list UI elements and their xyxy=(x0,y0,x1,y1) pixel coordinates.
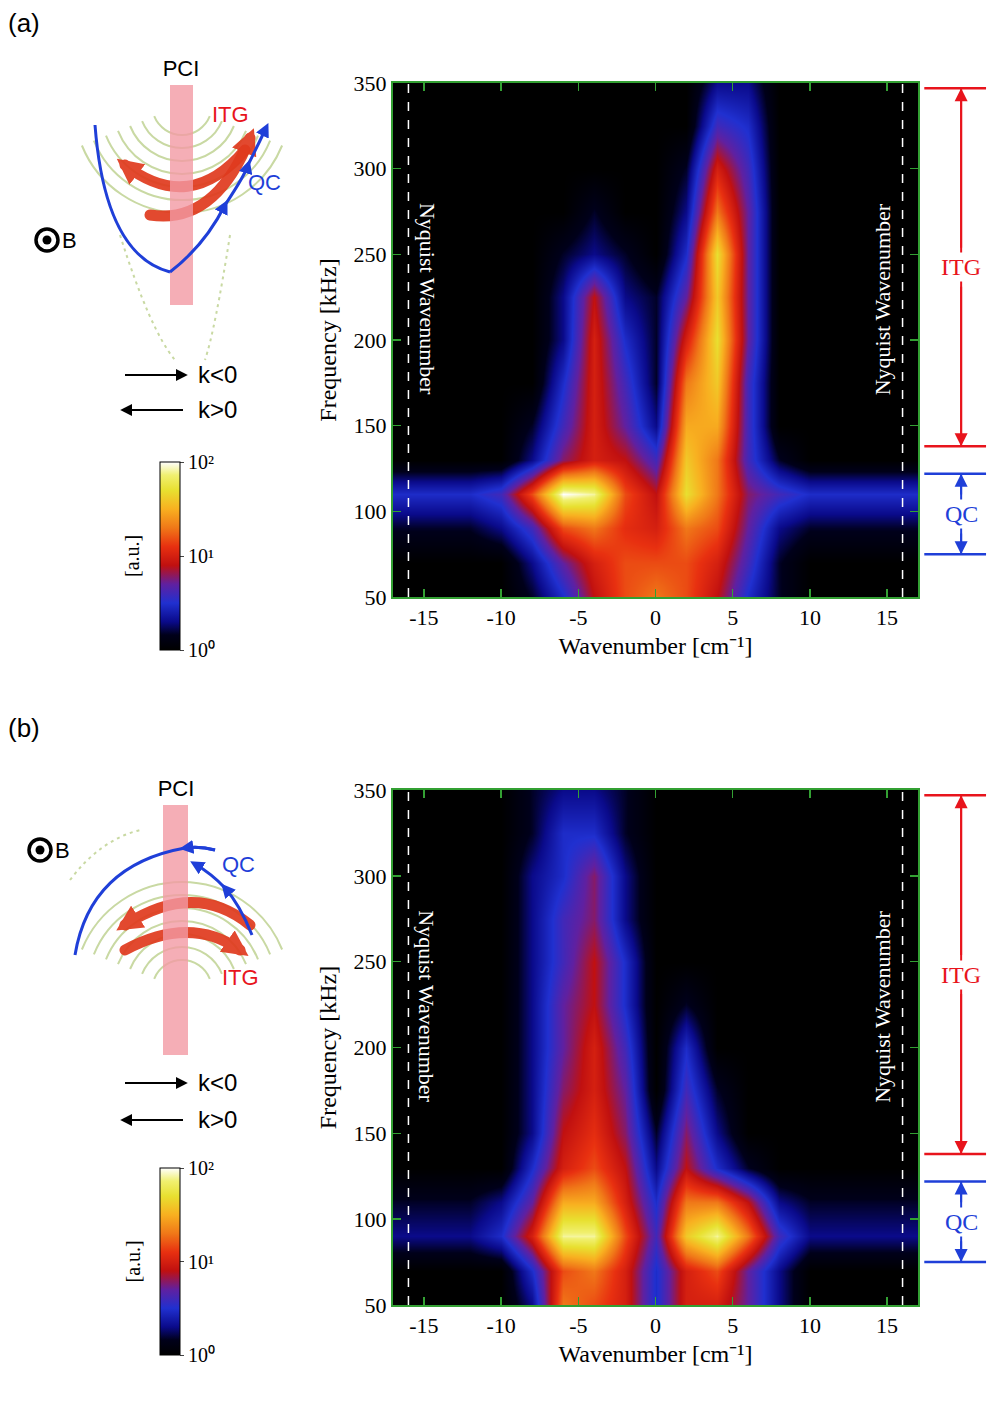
svg-text:300: 300 xyxy=(354,156,387,181)
svg-text:B: B xyxy=(62,228,77,253)
svg-text:250: 250 xyxy=(354,242,387,267)
svg-text:10²: 10² xyxy=(188,451,214,473)
svg-text:-15: -15 xyxy=(409,605,438,630)
svg-text:Frequency [kHz]: Frequency [kHz] xyxy=(315,966,341,1129)
svg-text:15: 15 xyxy=(876,605,898,630)
svg-text:(b): (b) xyxy=(8,713,40,743)
svg-text:PCI: PCI xyxy=(158,776,195,801)
svg-text:10¹: 10¹ xyxy=(188,1251,214,1273)
svg-text:-5: -5 xyxy=(569,1313,587,1338)
svg-text:10²: 10² xyxy=(188,1157,214,1179)
svg-text:QC: QC xyxy=(222,852,255,877)
svg-text:Wavenumber [cm⁻¹]: Wavenumber [cm⁻¹] xyxy=(559,633,753,659)
svg-text:200: 200 xyxy=(354,328,387,353)
svg-text:10¹: 10¹ xyxy=(188,545,214,567)
svg-text:QC: QC xyxy=(945,501,978,527)
svg-text:-5: -5 xyxy=(569,605,587,630)
svg-text:PCI: PCI xyxy=(163,56,200,81)
svg-text:Frequency [kHz]: Frequency [kHz] xyxy=(315,258,341,421)
svg-text:0: 0 xyxy=(650,1313,661,1338)
svg-text:5: 5 xyxy=(727,1313,738,1338)
svg-text:10⁰: 10⁰ xyxy=(188,639,215,661)
svg-text:[a.u.]: [a.u.] xyxy=(121,535,143,577)
svg-text:k<0: k<0 xyxy=(198,1069,237,1096)
svg-text:100: 100 xyxy=(354,1207,387,1232)
svg-text:10: 10 xyxy=(799,605,821,630)
svg-text:ITG: ITG xyxy=(212,102,249,127)
svg-text:10: 10 xyxy=(799,1313,821,1338)
svg-text:ITG: ITG xyxy=(941,254,981,280)
svg-text:5: 5 xyxy=(727,605,738,630)
svg-text:15: 15 xyxy=(876,1313,898,1338)
svg-text:50: 50 xyxy=(365,585,387,610)
svg-text:350: 350 xyxy=(354,778,387,803)
svg-text:-10: -10 xyxy=(486,605,515,630)
svg-text:QC: QC xyxy=(248,170,281,195)
svg-text:ITG: ITG xyxy=(941,962,981,988)
svg-text:250: 250 xyxy=(354,949,387,974)
svg-text:50: 50 xyxy=(365,1293,387,1318)
svg-text:(a): (a) xyxy=(8,8,40,38)
svg-text:k>0: k>0 xyxy=(198,396,237,423)
svg-text:-15: -15 xyxy=(409,1313,438,1338)
svg-text:Nyquist Wavenumber: Nyquist Wavenumber xyxy=(870,203,895,395)
svg-text:Wavenumber [cm⁻¹]: Wavenumber [cm⁻¹] xyxy=(559,1341,753,1367)
svg-text:150: 150 xyxy=(354,413,387,438)
svg-text:B: B xyxy=(55,838,70,863)
svg-text:Nyquist Wavenumber: Nyquist Wavenumber xyxy=(414,910,439,1102)
svg-text:350: 350 xyxy=(354,71,387,96)
svg-text:[a.u.]: [a.u.] xyxy=(122,1240,144,1282)
svg-text:200: 200 xyxy=(354,1035,387,1060)
svg-text:QC: QC xyxy=(945,1209,978,1235)
svg-text:k<0: k<0 xyxy=(198,361,237,388)
svg-text:-10: -10 xyxy=(486,1313,515,1338)
svg-text:100: 100 xyxy=(354,499,387,524)
svg-text:ITG: ITG xyxy=(222,965,259,990)
svg-text:Nyquist Wavenumber: Nyquist Wavenumber xyxy=(415,203,440,395)
svg-text:300: 300 xyxy=(354,864,387,889)
svg-text:150: 150 xyxy=(354,1121,387,1146)
svg-text:0: 0 xyxy=(650,605,661,630)
svg-text:10⁰: 10⁰ xyxy=(188,1344,215,1366)
svg-text:Nyquist Wavenumber: Nyquist Wavenumber xyxy=(870,911,895,1103)
svg-text:k>0: k>0 xyxy=(198,1106,237,1133)
